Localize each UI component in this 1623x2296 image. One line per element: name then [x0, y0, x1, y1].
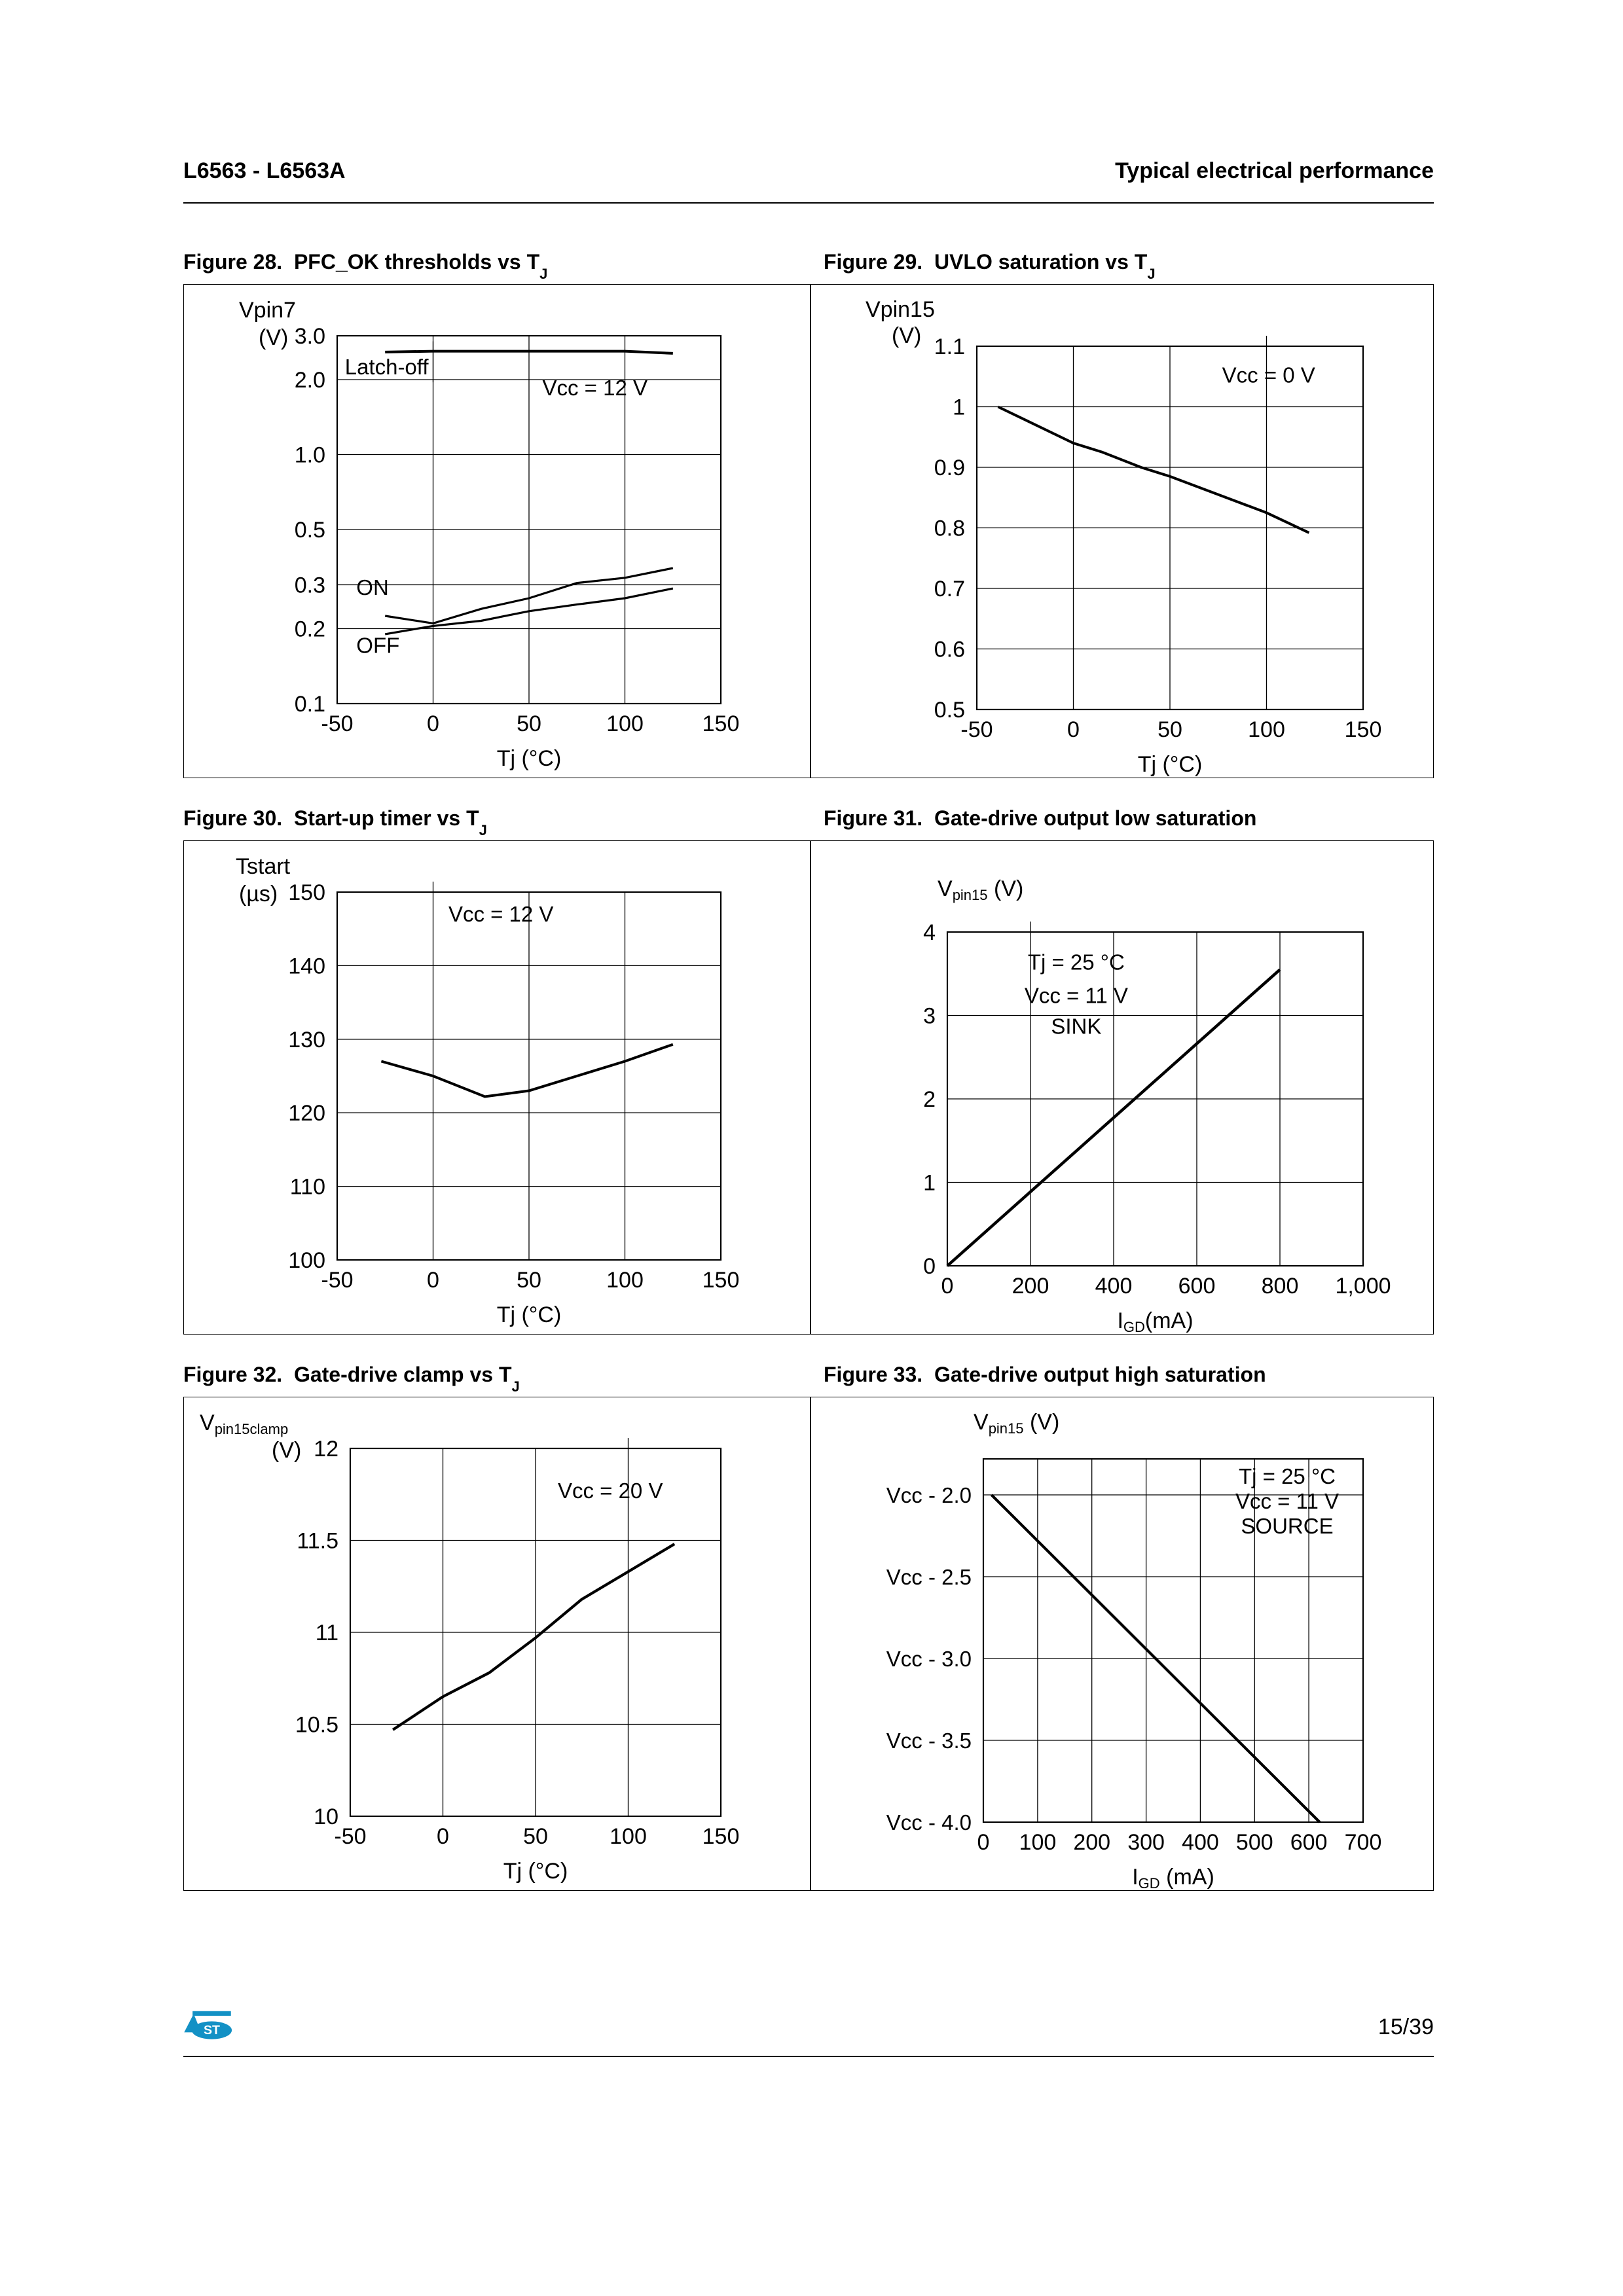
svg-text:Vpin15 (V): Vpin15 (V)	[974, 1410, 1059, 1437]
svg-text:SINK: SINK	[1051, 1014, 1101, 1039]
svg-text:0: 0	[427, 1268, 439, 1293]
svg-text:Vpin15clamp: Vpin15clamp	[200, 1410, 288, 1437]
svg-text:100: 100	[606, 1268, 644, 1293]
svg-text:Tj (°C): Tj (°C)	[497, 746, 562, 771]
svg-text:Vcc = 0 V: Vcc = 0 V	[1222, 363, 1315, 387]
svg-text:100: 100	[610, 1824, 647, 1849]
svg-text:130: 130	[288, 1028, 325, 1052]
svg-text:0: 0	[941, 1274, 954, 1299]
svg-text:Tj = 25 °C: Tj = 25 °C	[1028, 950, 1125, 974]
svg-text:1,000: 1,000	[1335, 1274, 1391, 1299]
svg-text:Vcc - 2.5: Vcc - 2.5	[886, 1565, 972, 1589]
svg-text:Vcc = 20 V: Vcc = 20 V	[558, 1479, 663, 1503]
svg-text:Vcc = 11 V: Vcc = 11 V	[1025, 983, 1128, 1007]
svg-text:150: 150	[1345, 717, 1382, 742]
svg-text:1: 1	[923, 1171, 936, 1196]
svg-text:140: 140	[288, 954, 325, 978]
svg-text:Vcc - 2.0: Vcc - 2.0	[886, 1483, 972, 1507]
svg-text:2: 2	[923, 1087, 936, 1112]
svg-text:500: 500	[1236, 1830, 1273, 1855]
svg-text:Vpin15 (V): Vpin15 (V)	[938, 876, 1023, 903]
svg-text:400: 400	[1095, 1274, 1133, 1299]
svg-text:0.5: 0.5	[295, 518, 325, 543]
svg-text:-50: -50	[321, 711, 353, 736]
svg-text:0: 0	[977, 1830, 990, 1855]
svg-text:0.9: 0.9	[934, 456, 965, 480]
svg-text:Latch-off: Latch-off	[345, 355, 429, 379]
svg-text:SOURCE: SOURCE	[1241, 1514, 1333, 1538]
svg-text:(µs): (µs)	[239, 882, 278, 906]
svg-text:50: 50	[517, 1268, 541, 1293]
svg-text:ON: ON	[356, 575, 389, 600]
svg-text:IGD(mA): IGD(mA)	[1117, 1308, 1193, 1335]
svg-text:400: 400	[1182, 1830, 1219, 1855]
svg-text:Vcc = 11 V: Vcc = 11 V	[1235, 1489, 1339, 1513]
svg-text:11.5: 11.5	[297, 1529, 338, 1554]
svg-text:Vcc = 12 V: Vcc = 12 V	[543, 376, 648, 400]
svg-text:600: 600	[1178, 1274, 1216, 1299]
svg-text:Tj = 25 °C: Tj = 25 °C	[1239, 1464, 1336, 1488]
svg-text:0.3: 0.3	[295, 573, 325, 598]
svg-text:150: 150	[288, 880, 325, 905]
svg-text:4: 4	[923, 920, 936, 945]
svg-text:Tj (°C): Tj (°C)	[1138, 752, 1203, 777]
svg-text:300: 300	[1127, 1830, 1165, 1855]
svg-text:3: 3	[923, 1004, 936, 1029]
svg-text:0.6: 0.6	[934, 637, 965, 662]
svg-text:0: 0	[923, 1254, 936, 1279]
svg-text:50: 50	[1158, 717, 1182, 742]
svg-text:12: 12	[314, 1437, 338, 1462]
svg-text:-50: -50	[960, 717, 993, 742]
svg-text:Vcc - 4.0: Vcc - 4.0	[886, 1810, 972, 1835]
svg-text:600: 600	[1290, 1830, 1328, 1855]
svg-text:10.5: 10.5	[295, 1713, 338, 1738]
svg-text:0: 0	[437, 1824, 449, 1849]
svg-text:IGD (mA): IGD (mA)	[1132, 1865, 1214, 1891]
svg-text:1.1: 1.1	[934, 334, 965, 359]
svg-text:50: 50	[523, 1824, 548, 1849]
svg-text:Vcc = 12 V: Vcc = 12 V	[448, 902, 554, 926]
svg-text:Tj (°C): Tj (°C)	[503, 1859, 568, 1884]
svg-text:Vpin7: Vpin7	[239, 298, 296, 323]
svg-text:(V): (V)	[892, 323, 921, 348]
svg-text:ST: ST	[204, 2023, 220, 2037]
svg-text:700: 700	[1345, 1830, 1382, 1855]
svg-text:100: 100	[1248, 717, 1285, 742]
svg-text:2.0: 2.0	[295, 368, 325, 393]
svg-text:1: 1	[953, 395, 965, 420]
svg-text:11: 11	[316, 1621, 338, 1645]
svg-text:120: 120	[288, 1101, 325, 1126]
svg-text:0: 0	[427, 711, 439, 736]
svg-text:Vcc - 3.5: Vcc - 3.5	[886, 1729, 972, 1753]
svg-text:OFF: OFF	[356, 634, 399, 658]
svg-text:150: 150	[702, 711, 740, 736]
svg-text:50: 50	[517, 711, 541, 736]
svg-text:200: 200	[1012, 1274, 1049, 1299]
svg-text:100: 100	[1019, 1830, 1057, 1855]
svg-text:0.7: 0.7	[934, 577, 965, 601]
svg-text:(V): (V)	[259, 325, 288, 350]
svg-text:100: 100	[288, 1248, 325, 1273]
svg-text:100: 100	[606, 711, 644, 736]
svg-text:-50: -50	[334, 1824, 366, 1849]
svg-text:0: 0	[1067, 717, 1080, 742]
svg-text:110: 110	[290, 1175, 325, 1200]
svg-text:Tstart: Tstart	[236, 854, 291, 879]
svg-text:(V): (V)	[272, 1438, 301, 1463]
svg-text:0.2: 0.2	[295, 617, 325, 642]
svg-text:0.8: 0.8	[934, 516, 965, 541]
svg-text:Tj (°C): Tj (°C)	[497, 1302, 562, 1327]
svg-text:1.0: 1.0	[295, 443, 325, 468]
svg-text:150: 150	[702, 1268, 740, 1293]
svg-text:200: 200	[1073, 1830, 1110, 1855]
svg-text:150: 150	[702, 1824, 740, 1849]
svg-text:Vpin15: Vpin15	[866, 297, 935, 322]
svg-text:-50: -50	[321, 1268, 353, 1293]
svg-text:3.0: 3.0	[295, 324, 325, 349]
svg-text:Vcc - 3.0: Vcc - 3.0	[886, 1647, 972, 1671]
svg-text:800: 800	[1262, 1274, 1299, 1299]
